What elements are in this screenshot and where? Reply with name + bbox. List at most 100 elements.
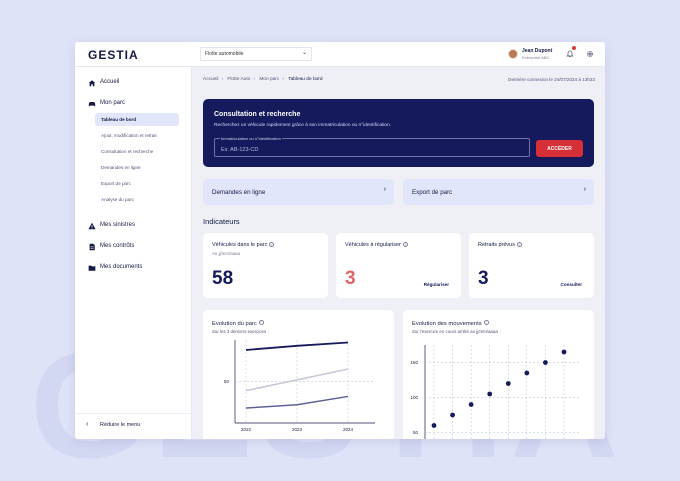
info-icon[interactable] bbox=[483, 320, 489, 325]
chart-subtitle: Sur les 3 derniers exercices bbox=[212, 329, 267, 334]
parc-line-chart: 50 2022 2023 2024 bbox=[224, 340, 375, 432]
regulariser-link[interactable]: Régulariser bbox=[423, 282, 449, 287]
warning-icon bbox=[88, 222, 96, 230]
y-tick-label: 50 bbox=[224, 379, 230, 384]
search-input[interactable] bbox=[215, 139, 529, 156]
sidebar-subitem-analyse[interactable]: Analyse du parc bbox=[95, 193, 179, 206]
y-tick-label: 50 bbox=[413, 430, 419, 435]
stat-card-regulariser: Véhicules à régulariser i 3 Régulariser bbox=[336, 233, 461, 298]
sidebar-subitem-label: Ajout, modification et retrait bbox=[101, 133, 157, 138]
collapse-menu-label: Réduire le menu bbox=[100, 422, 141, 428]
bell-icon[interactable] bbox=[566, 50, 574, 58]
user-company: Entreprise ABC bbox=[522, 55, 550, 60]
stat-value: 58 bbox=[212, 268, 234, 289]
y-tick-label: 100 bbox=[410, 395, 418, 400]
stat-title-text: Retraits prévus bbox=[478, 242, 515, 248]
sidebar-item-label: Mes contrôts bbox=[100, 243, 135, 249]
info-icon[interactable]: i bbox=[517, 242, 522, 247]
section-title: Indicateurs bbox=[203, 217, 240, 226]
access-button[interactable]: ACCÉDER bbox=[536, 140, 583, 157]
info-icon[interactable]: i bbox=[269, 242, 275, 247]
last-login: Dernière connexion le 24/07/2024 à 13h32 bbox=[508, 77, 595, 82]
stat-card-retraits: Retraits prévus i 3 Consulter bbox=[469, 233, 594, 298]
sidebar-subitem-demandes[interactable]: Demandes en ligne bbox=[95, 161, 179, 174]
sidebar: Accueil Mon parc Tableau de bord Ajout, … bbox=[75, 67, 192, 439]
sidebar-item-label: Mes sinistres bbox=[100, 222, 136, 228]
sidebar-subitem-consultation[interactable]: Consultation et recherche bbox=[95, 145, 179, 158]
scatter-point bbox=[505, 381, 511, 386]
stat-title-text: Véhicules dans le parc bbox=[212, 242, 268, 248]
chevron-down-icon: ⌄ bbox=[301, 50, 307, 56]
scatter-point bbox=[524, 370, 530, 376]
chart-title: Evolution des mouvements bbox=[412, 320, 489, 327]
consulter-link[interactable]: Consulter bbox=[560, 282, 582, 287]
gear-icon[interactable] bbox=[586, 50, 594, 58]
sidebar-item-mon-parc[interactable]: Mon parc bbox=[75, 98, 192, 110]
top-bar: GESTIA Flotte automobile ⌄ Jean Dupont E… bbox=[75, 42, 605, 67]
sidebar-subitem-export[interactable]: Export de parc bbox=[95, 177, 179, 190]
scatter-point bbox=[468, 402, 474, 407]
avatar[interactable] bbox=[508, 49, 518, 59]
sidebar-subitem-label: Tableau de bord bbox=[101, 117, 137, 122]
x-tick-label: 2023 bbox=[292, 427, 303, 432]
scatter-point bbox=[431, 423, 437, 428]
series-line-1 bbox=[245, 368, 349, 392]
stat-subtitle: Au jj/mm/aaaa bbox=[212, 251, 241, 256]
stat-title: Véhicules dans le parc i bbox=[212, 242, 275, 248]
sidebar-subitem-label: Export de parc bbox=[101, 181, 131, 186]
notification-badge bbox=[572, 46, 576, 50]
chart-card-evolution-parc: 50 2022 2023 2024 Evolution du parc Sur les… bbox=[203, 310, 394, 439]
sidebar-subitem-ajout[interactable]: Ajout, modification et retrait bbox=[95, 129, 179, 142]
chevron-right-icon: › bbox=[583, 186, 586, 193]
quick-link-label: Demandes en ligne bbox=[212, 189, 266, 196]
quick-link-label: Export de parc bbox=[412, 189, 453, 196]
chevron-right-icon: › bbox=[383, 186, 386, 193]
quick-link-demandes[interactable]: Demandes en ligne › bbox=[203, 179, 394, 205]
x-tick-label: 2022 bbox=[241, 427, 252, 432]
quick-link-export[interactable]: Export de parc › bbox=[403, 179, 594, 205]
home-icon bbox=[88, 80, 96, 87]
fleet-select[interactable]: Flotte automobile ⌄ bbox=[200, 47, 312, 61]
sidebar-item-label: Accueil bbox=[100, 79, 120, 85]
scatter-point bbox=[450, 412, 455, 418]
sidebar-item-accueil[interactable]: Accueil bbox=[75, 77, 192, 89]
breadcrumb-item[interactable]: Mon parc bbox=[259, 77, 280, 82]
sidebar-item-label: Mon parc bbox=[100, 100, 126, 106]
chart-title-text: Evolution des mouvements bbox=[412, 321, 482, 327]
sidebar-item-documents[interactable]: Mes documents bbox=[75, 262, 192, 274]
search-field: Immatriculation ou n°identification bbox=[214, 136, 530, 157]
sidebar-item-sinistres[interactable]: Mes sinistres bbox=[75, 220, 192, 232]
search-card: Consultation et recherche Recherchez un … bbox=[203, 99, 594, 167]
info-icon[interactable] bbox=[258, 320, 264, 325]
app-window: GESTIA Flotte automobile ⌄ Jean Dupont E… bbox=[75, 42, 605, 439]
x-tick-label: 2024 bbox=[343, 427, 354, 432]
car-icon bbox=[88, 102, 96, 107]
scatter-point bbox=[543, 360, 548, 365]
stat-value: 3 bbox=[345, 268, 356, 289]
mouvements-scatter-chart: 150 100 50 bbox=[410, 345, 581, 439]
breadcrumb-current: Tableau de bord bbox=[288, 77, 323, 82]
chart-card-evolution-mouvements: 150 100 50 Evolution des mouvements Sur l'… bbox=[403, 310, 594, 439]
info-icon[interactable]: i bbox=[402, 242, 408, 247]
search-title: Consultation et recherche bbox=[214, 111, 301, 118]
stat-title-text: Véhicules à régulariser bbox=[345, 242, 401, 248]
stat-card-vehicules: Véhicules dans le parc i Au jj/mm/aaaa 58 bbox=[203, 233, 328, 298]
series-line-0 bbox=[245, 341, 349, 351]
sidebar-subitem-tableau-de-bord[interactable]: Tableau de bord bbox=[95, 113, 179, 126]
sidebar-item-contrats[interactable]: Mes contrôts bbox=[75, 241, 192, 253]
chart-title-text: Evolution du parc bbox=[212, 321, 257, 327]
collapse-menu-button[interactable]: ‹ Réduire le menu bbox=[75, 413, 192, 437]
sidebar-item-label: Mes documents bbox=[100, 264, 143, 270]
app-logo[interactable]: GESTIA bbox=[88, 48, 139, 62]
scatter-point bbox=[487, 391, 493, 397]
breadcrumb-item[interactable]: Flotte Auto bbox=[227, 77, 251, 82]
contract-icon bbox=[89, 243, 95, 251]
sidebar-subitem-label: Demandes en ligne bbox=[101, 165, 141, 170]
search-description: Recherchez un véhicule rapidement grâce … bbox=[214, 123, 392, 128]
sidebar-subitem-label: Analyse du parc bbox=[101, 197, 134, 202]
search-field-label: Immatriculation ou n°identification bbox=[220, 136, 282, 141]
folder-icon bbox=[88, 265, 96, 271]
breadcrumb-item[interactable]: Accueil bbox=[203, 77, 219, 82]
series-line-2 bbox=[245, 395, 349, 409]
user-name: Jean Dupont bbox=[522, 48, 553, 54]
